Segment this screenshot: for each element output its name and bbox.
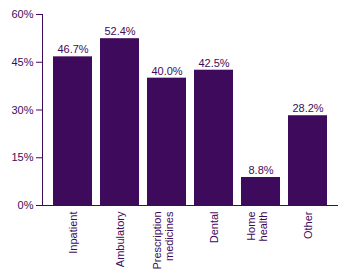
- svg-text:40.0%: 40.0%: [151, 65, 182, 77]
- svg-text:15%: 15%: [11, 151, 33, 163]
- svg-text:30%: 30%: [11, 104, 33, 116]
- svg-text:Other: Other: [302, 211, 314, 239]
- svg-text:28.2%: 28.2%: [292, 102, 323, 114]
- svg-text:52.4%: 52.4%: [104, 25, 135, 37]
- svg-text:Prescriptionmedicines: Prescriptionmedicines: [151, 211, 175, 270]
- svg-text:46.7%: 46.7%: [57, 43, 88, 55]
- svg-text:Homehealth: Homehealth: [245, 212, 269, 242]
- svg-text:8.8%: 8.8%: [248, 164, 273, 176]
- svg-text:Dental: Dental: [208, 212, 220, 244]
- svg-text:Inpatient: Inpatient: [67, 212, 79, 254]
- svg-text:45%: 45%: [11, 56, 33, 68]
- svg-text:60%: 60%: [11, 8, 33, 20]
- svg-text:42.5%: 42.5%: [198, 57, 229, 69]
- svg-text:0%: 0%: [18, 199, 34, 211]
- svg-text:Ambulatory: Ambulatory: [114, 211, 126, 267]
